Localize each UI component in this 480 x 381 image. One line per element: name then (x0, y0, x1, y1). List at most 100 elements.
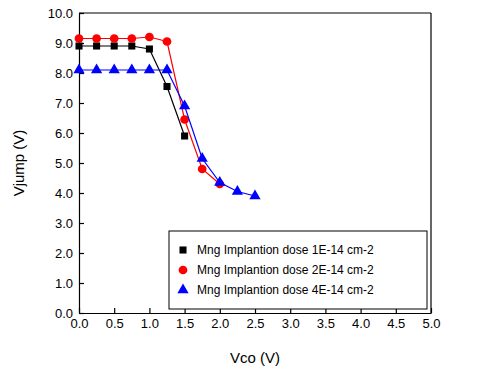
tick-mark (79, 193, 84, 194)
tick-mark (79, 133, 84, 134)
tick: 4.0 (352, 308, 370, 331)
tick-label: 2.0 (211, 316, 229, 331)
y-axis: 0.0 1.0 2.0 3.0 4.0 5.0 6.0 7.0 8.0 9.0 10.0 (48, 6, 84, 321)
series-line (79, 37, 220, 184)
tick-mark (431, 308, 432, 313)
marker (110, 34, 119, 43)
tick: 5.0 (55, 156, 84, 171)
marker (179, 99, 190, 109)
tick: 1.0 (55, 276, 84, 291)
tick-mark (79, 103, 84, 104)
legend-box (169, 231, 427, 309)
plot: 0.0 0.5 1.0 1.5 2.0 2.5 3.0 3.5 4.0 4.5 5.0 0.0 1.0 2… (48, 6, 441, 332)
tick: 6.0 (55, 126, 84, 141)
x-axis-title: Vco (V) (230, 349, 280, 366)
marker (93, 42, 100, 49)
tick-label: 1.5 (176, 316, 194, 331)
marker (73, 63, 84, 73)
tick-mark (79, 313, 84, 314)
tick-label: 4.0 (352, 316, 370, 331)
marker (144, 63, 155, 73)
tick-label: 0.5 (106, 316, 124, 331)
tick: 4.0 (55, 186, 84, 201)
legend: Mng Implantion dose 1E-14 cm-2 Mng Implan… (169, 231, 427, 309)
tick: 0.0 (55, 306, 84, 321)
tick-label: 0.0 (70, 316, 88, 331)
tick-label: 2.5 (246, 316, 264, 331)
tick: 1.5 (176, 308, 194, 331)
tick-label: 9.0 (55, 36, 73, 51)
legend-label: Mng Implantion dose 4E-14 cm-2 (197, 283, 374, 297)
marker (197, 152, 208, 162)
legend-label: Mng Implantion dose 1E-14 cm-2 (197, 243, 374, 257)
marker (146, 45, 153, 52)
tick-mark (79, 13, 84, 14)
tick-label: 10.0 (48, 6, 73, 21)
tick-mark (114, 308, 115, 313)
chart: 0.0 0.5 1.0 1.5 2.0 2.5 3.0 3.5 4.0 4.5 5.0 0.0 1.0 2… (0, 0, 480, 381)
tick-label: 1.0 (141, 316, 159, 331)
tick: 2.0 (211, 308, 229, 331)
tick-mark (149, 308, 150, 313)
tick: 3.5 (317, 308, 335, 331)
tick-label: 0.0 (55, 306, 73, 321)
tick: 1.0 (141, 308, 159, 331)
legend-label: Mng Implantion dose 2E-14 cm-2 (197, 263, 374, 277)
tick-label: 4.5 (387, 316, 405, 331)
legend-marker (179, 266, 188, 275)
legend-marker (179, 246, 186, 253)
x-axis: 0.0 0.5 1.0 1.5 2.0 2.5 3.0 3.5 4.0 4.5 5.0 (70, 308, 440, 331)
axis-line (80, 313, 432, 314)
tick-label: 1.0 (55, 276, 73, 291)
marker (126, 63, 137, 73)
tick-label: 8.0 (55, 66, 73, 81)
marker (163, 83, 170, 90)
marker (145, 33, 154, 42)
y-axis-title: Vjump (V) (10, 130, 27, 197)
tick: 10.0 (48, 6, 84, 21)
tick-mark (79, 163, 84, 164)
tick-label: 5.0 (55, 156, 73, 171)
marker (214, 176, 225, 186)
tick: 2.0 (55, 246, 84, 261)
tick: 3.0 (55, 216, 84, 231)
tick: 5.0 (422, 308, 440, 331)
frame (79, 12, 431, 13)
marks (73, 33, 260, 200)
tick-label: 3.5 (317, 316, 335, 331)
tick-label: 4.0 (55, 186, 73, 201)
tick: 0.5 (106, 308, 124, 331)
marker (161, 63, 172, 73)
tick-label: 2.0 (55, 246, 73, 261)
tick-mark (79, 223, 84, 224)
series-line (79, 46, 185, 136)
legend-item: Mng Implantion dose 4E-14 cm-2 (177, 283, 374, 297)
marker (75, 42, 82, 49)
marker (232, 185, 243, 195)
tick-label: 5.0 (422, 316, 440, 331)
marker (198, 165, 207, 174)
series-line (79, 70, 255, 196)
tick: 4.5 (387, 308, 405, 331)
tick-label: 7.0 (55, 96, 73, 111)
marker (111, 42, 118, 49)
marker (181, 132, 188, 139)
legend-marker (177, 283, 188, 293)
marker (92, 34, 101, 43)
tick: 2.5 (246, 308, 264, 331)
marker (163, 37, 172, 46)
tick-label: 6.0 (55, 126, 73, 141)
tick-mark (79, 253, 84, 254)
tick-label: 3.0 (55, 216, 73, 231)
tick: 3.0 (282, 308, 300, 331)
marker (75, 34, 84, 43)
tick: 7.0 (55, 96, 84, 111)
marker (128, 42, 135, 49)
marker (109, 63, 120, 73)
marker (127, 34, 136, 43)
marker (249, 189, 260, 199)
tick-label: 3.0 (282, 316, 300, 331)
frame (430, 13, 431, 313)
marker (91, 63, 102, 73)
legend-item: Mng Implantion dose 1E-14 cm-2 (179, 243, 374, 257)
